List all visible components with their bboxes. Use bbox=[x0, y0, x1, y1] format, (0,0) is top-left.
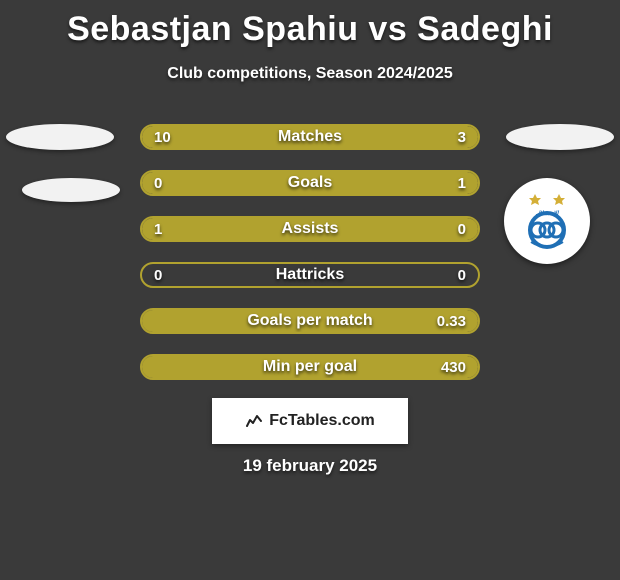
stat-row-hattricks: 0Hattricks0 bbox=[140, 262, 480, 288]
fctables-logo-icon bbox=[245, 412, 263, 430]
stat-row-assists: 1Assists0 bbox=[140, 216, 480, 242]
date-text: 19 february 2025 bbox=[0, 456, 620, 476]
stat-row-min-per-goal: Min per goal430 bbox=[140, 354, 480, 380]
stats-bars: 10Matches30Goals11Assists00Hattricks0Goa… bbox=[140, 124, 480, 380]
stat-row-goals: 0Goals1 bbox=[140, 170, 480, 196]
stat-value-right: 0 bbox=[458, 264, 466, 286]
page-title: Sebastjan Spahiu vs Sadeghi bbox=[0, 0, 620, 49]
stat-label: Goals bbox=[142, 172, 478, 194]
watermark: FcTables.com bbox=[212, 398, 408, 444]
player-left-ellipse-2 bbox=[22, 178, 120, 202]
stat-label: Goals per match bbox=[142, 310, 478, 332]
page-subtitle: Club competitions, Season 2024/2025 bbox=[0, 65, 620, 83]
stat-label: Matches bbox=[142, 126, 478, 148]
stat-label: Hattricks bbox=[142, 264, 478, 286]
stat-value-right: 1 bbox=[458, 172, 466, 194]
club-crest-icon: الاستقلال bbox=[512, 186, 582, 256]
stat-value-right: 3 bbox=[458, 126, 466, 148]
stat-row-matches: 10Matches3 bbox=[140, 124, 480, 150]
stat-row-goals-per-match: Goals per match0.33 bbox=[140, 308, 480, 334]
player-right-ellipse-1 bbox=[506, 124, 614, 150]
player-left-ellipse-1 bbox=[6, 124, 114, 150]
player-right-club-badge: الاستقلال bbox=[504, 178, 590, 264]
stat-value-right: 430 bbox=[441, 356, 466, 378]
stat-value-right: 0 bbox=[458, 218, 466, 240]
svg-text:الاستقلال: الاستقلال bbox=[536, 210, 560, 217]
stat-label: Assists bbox=[142, 218, 478, 240]
stat-label: Min per goal bbox=[142, 356, 478, 378]
watermark-text: FcTables.com bbox=[269, 412, 375, 430]
stat-value-right: 0.33 bbox=[437, 310, 466, 332]
